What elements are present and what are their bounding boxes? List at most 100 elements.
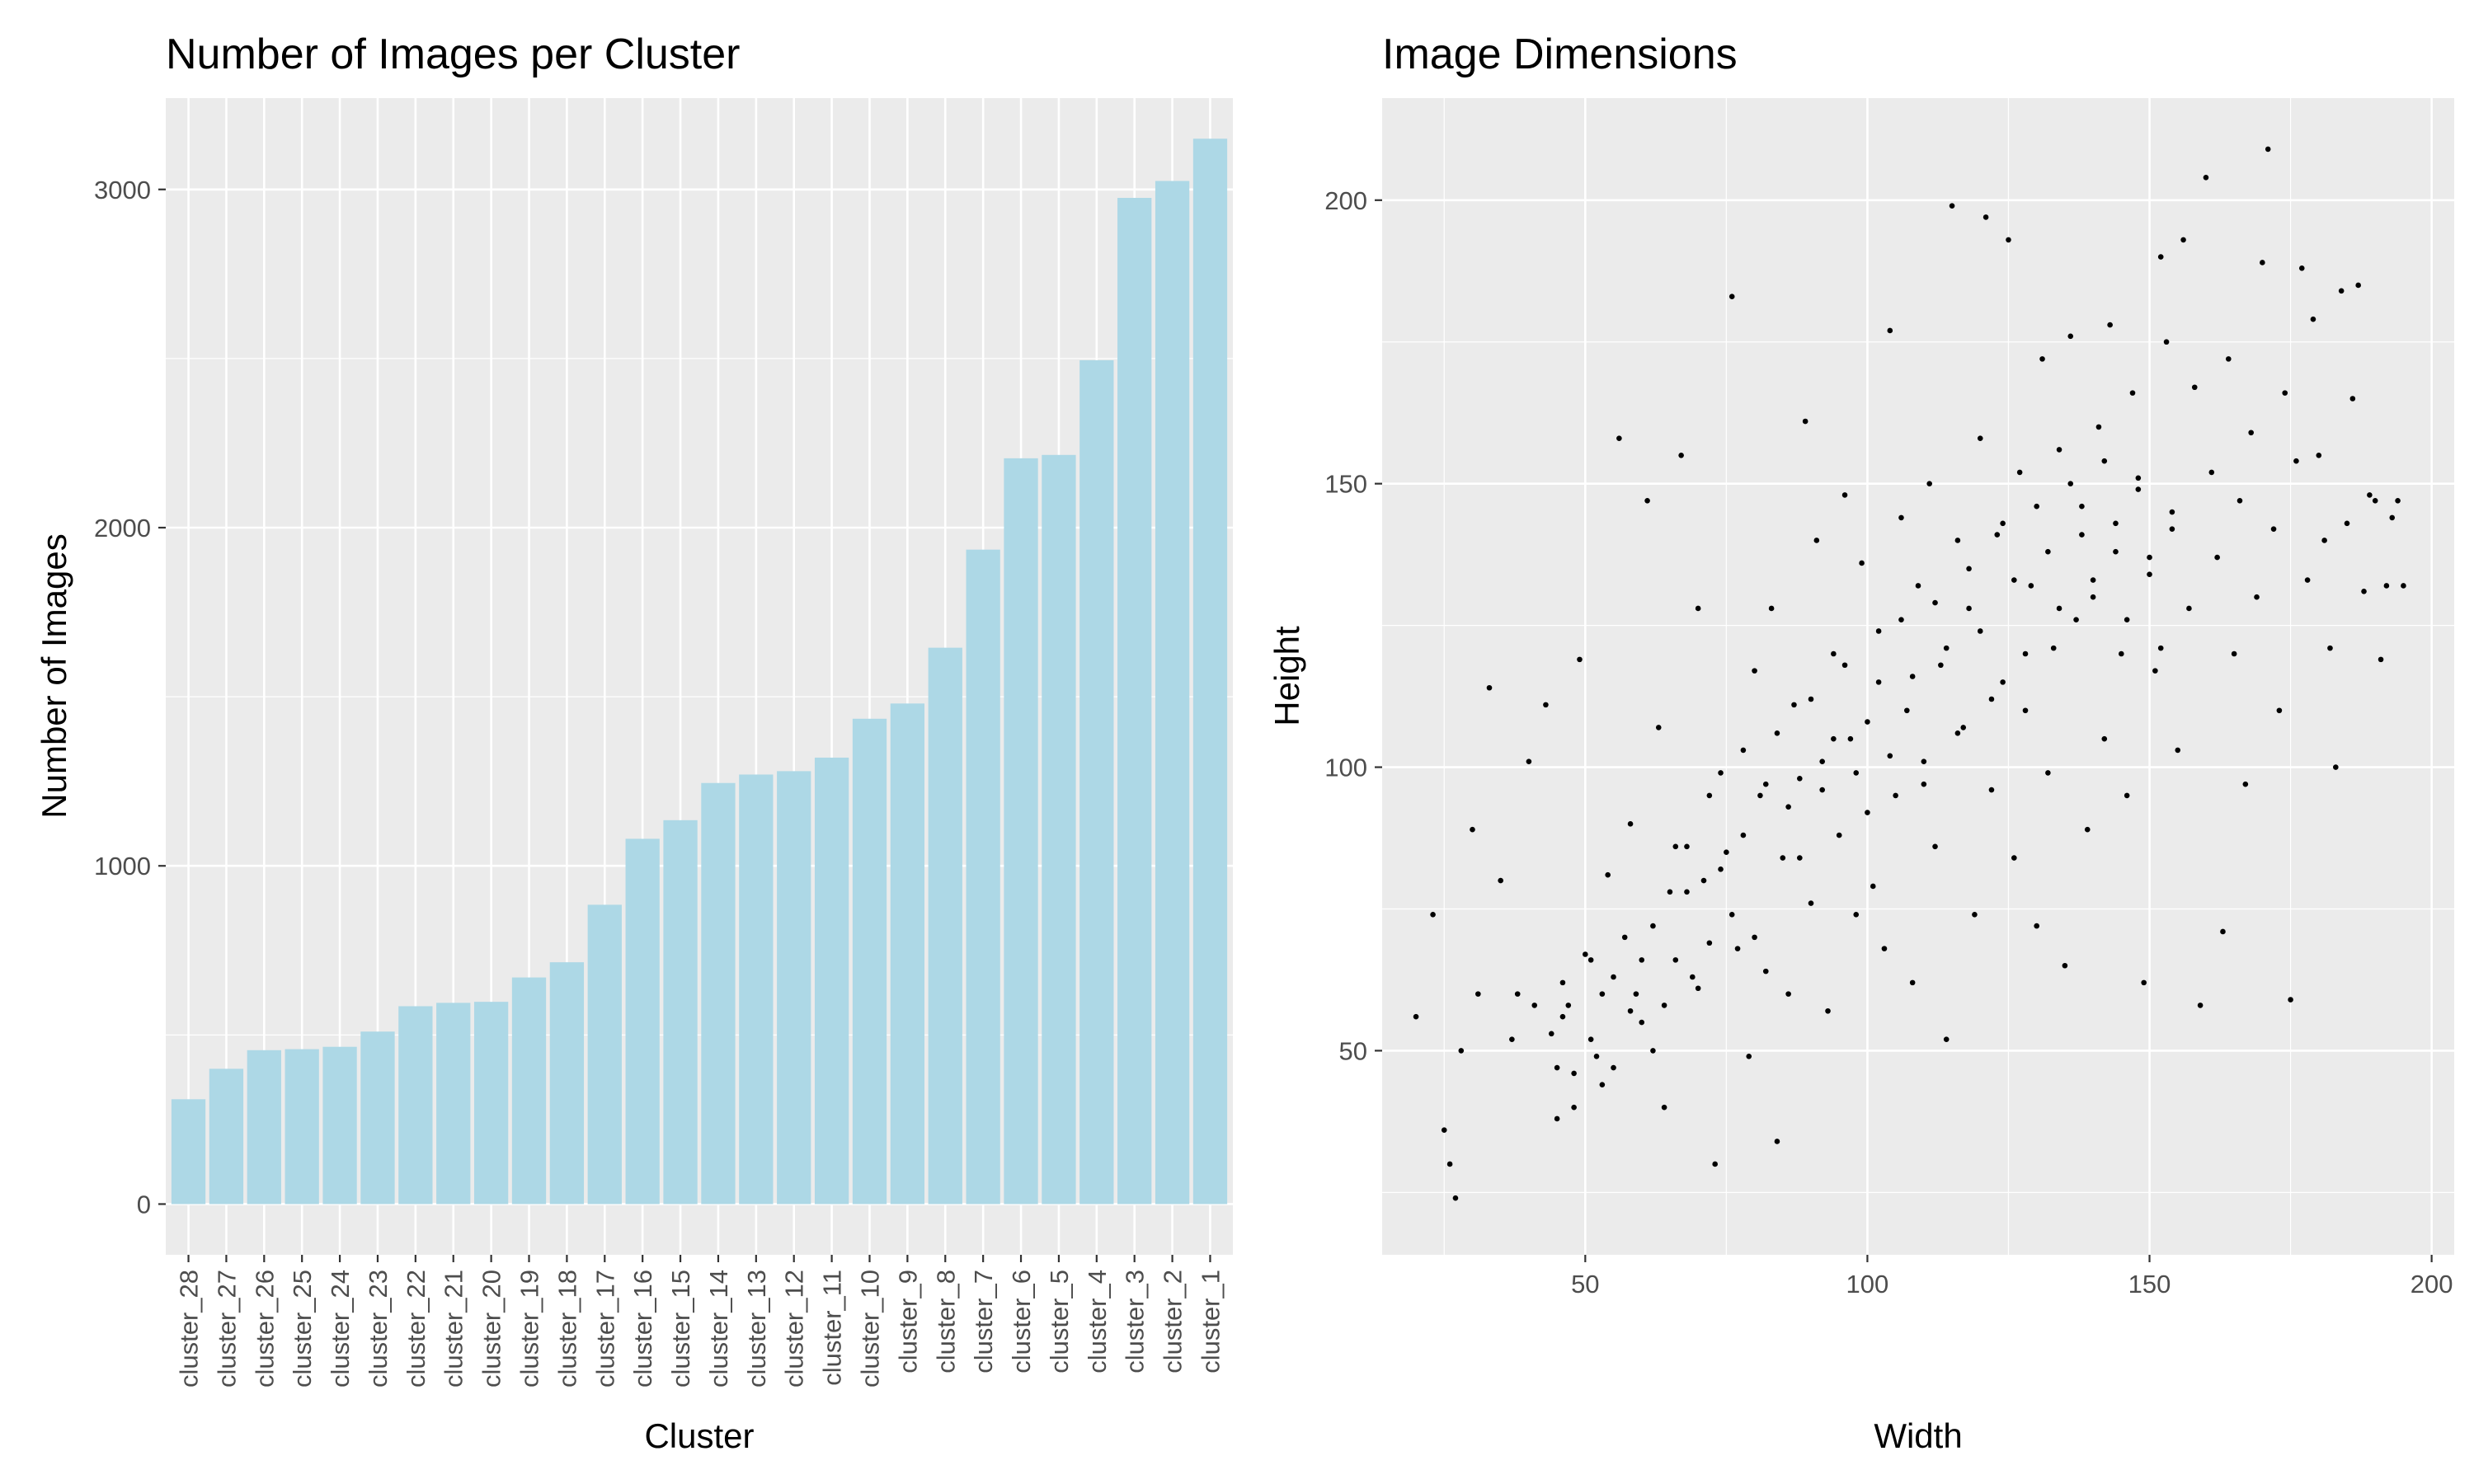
scatter-point	[1746, 1053, 1752, 1059]
scatter-point	[1587, 957, 1594, 963]
scatter-point	[1819, 787, 1825, 793]
bar-x-tick-label: cluster_12	[780, 1270, 809, 1388]
bar-x-tick-label: cluster_20	[477, 1270, 506, 1388]
scatter-point	[1836, 832, 1842, 838]
bar-cluster_22	[398, 1006, 433, 1205]
scatter-y-axis-label: Height	[1268, 626, 1306, 726]
scatter-point	[1904, 707, 1910, 714]
scatter-point	[2034, 503, 2039, 510]
scatter-point	[2260, 260, 2265, 265]
bar-x-tick-label: cluster_7	[969, 1270, 998, 1374]
scatter-point	[2107, 322, 2113, 328]
scatter-point	[1949, 203, 1955, 209]
scatter-point	[1650, 923, 1656, 929]
scatter-point	[2270, 526, 2277, 532]
scatter-point	[1954, 538, 1961, 543]
scatter-point	[1599, 1082, 1606, 1087]
scatter-point	[2034, 923, 2039, 929]
scatter-point	[2135, 475, 2142, 481]
scatter-point	[1954, 730, 1961, 736]
scatter-point	[2276, 707, 2283, 714]
scatter-point	[1932, 843, 1938, 850]
scatter-point	[1808, 696, 1814, 702]
scatter-point	[1785, 804, 1791, 810]
scatter-point	[1543, 702, 1549, 708]
scatter-point	[1757, 792, 1763, 799]
scatter-point	[1875, 679, 1882, 685]
bar-cluster_3	[1117, 198, 1152, 1205]
bar-x-tick-label: cluster_4	[1083, 1270, 1112, 1374]
scatter-point	[2395, 497, 2401, 504]
scatter-point	[2129, 390, 2136, 396]
scatter-point	[1943, 1036, 1950, 1042]
scatter-point	[1943, 645, 1950, 651]
bar-cluster_27	[209, 1068, 244, 1205]
scatter-point	[2067, 481, 2074, 486]
scatter-point	[2197, 1003, 2204, 1008]
scatter-point	[2214, 554, 2220, 561]
bar-cluster_8	[928, 647, 962, 1205]
scatter-point	[1571, 1104, 1577, 1111]
bar-x-tick-label: cluster_23	[364, 1270, 393, 1388]
bar-x-tick-label: cluster_26	[250, 1270, 279, 1388]
scatter-point	[1797, 855, 1803, 861]
scatter-point	[1909, 979, 1916, 986]
scatter-point	[1774, 730, 1780, 736]
scatter-plot-panel	[1382, 98, 2454, 1255]
bar-x-tick-label: cluster_8	[931, 1270, 960, 1374]
scatter-point	[1684, 889, 1690, 895]
bar-cluster_5	[1042, 454, 1076, 1205]
scatter-point	[2135, 486, 2142, 492]
scatter-point	[2124, 792, 2130, 799]
scatter-point	[1599, 991, 1606, 997]
bar-cluster_6	[1004, 458, 1038, 1205]
scatter-point	[2208, 469, 2215, 476]
scatter-point	[2101, 458, 2108, 464]
bar-x-tick-label: cluster_6	[1007, 1270, 1036, 1374]
scatter-point	[1774, 1139, 1780, 1144]
scatter-point	[1982, 214, 1989, 220]
scatter-point	[1627, 1007, 1634, 1014]
bar-x-axis-label: Cluster	[644, 1416, 754, 1455]
bar-x-tick-label: cluster_16	[628, 1270, 657, 1388]
scatter-point	[1768, 605, 1775, 612]
scatter-point	[1514, 991, 1521, 997]
scatter-point	[2079, 532, 2085, 538]
bar-x-tick-label: cluster_21	[440, 1270, 468, 1388]
scatter-point	[2000, 679, 2006, 685]
scatter-point	[2327, 645, 2333, 651]
bar-x-tick-label: cluster_28	[175, 1270, 204, 1388]
scatter-point	[1865, 810, 1870, 815]
scatter-point	[1972, 912, 1978, 918]
scatter-point	[1712, 1161, 1718, 1167]
scatter-point	[1650, 1048, 1656, 1054]
scatter-point	[2124, 617, 2130, 623]
scatter-point	[2401, 583, 2406, 589]
bar-x-tick-label: cluster_10	[855, 1270, 884, 1388]
scatter-point	[2355, 282, 2361, 289]
bar-cluster_2	[1155, 181, 1190, 1205]
scatter-point	[2344, 520, 2350, 527]
scatter-point	[2293, 458, 2299, 464]
scatter-chart-title: Image Dimensions	[1382, 31, 1738, 78]
scatter-point	[2113, 548, 2119, 555]
scatter-point	[1498, 877, 1503, 884]
scatter-point	[2113, 520, 2119, 527]
scatter-point	[2203, 174, 2209, 181]
scatter-point	[1441, 1127, 1447, 1133]
scatter-point	[1661, 1104, 1667, 1111]
scatter-point	[1695, 605, 1701, 612]
scatter-x-axis-label: Width	[1874, 1416, 1962, 1455]
scatter-point	[2084, 826, 2091, 833]
scatter-point	[1639, 1019, 1645, 1026]
scatter-point	[1875, 628, 1882, 634]
scatter-point	[2304, 577, 2311, 583]
scatter-point	[1898, 514, 1904, 521]
scatter-point	[1898, 617, 1904, 623]
scatter-point	[1960, 725, 1967, 730]
scatter-point	[1921, 781, 1927, 787]
scatter-point	[1559, 1013, 1566, 1020]
scatter-point	[2067, 333, 2074, 340]
scatter-point	[1571, 1070, 1577, 1077]
scatter-point	[1661, 1003, 1667, 1008]
